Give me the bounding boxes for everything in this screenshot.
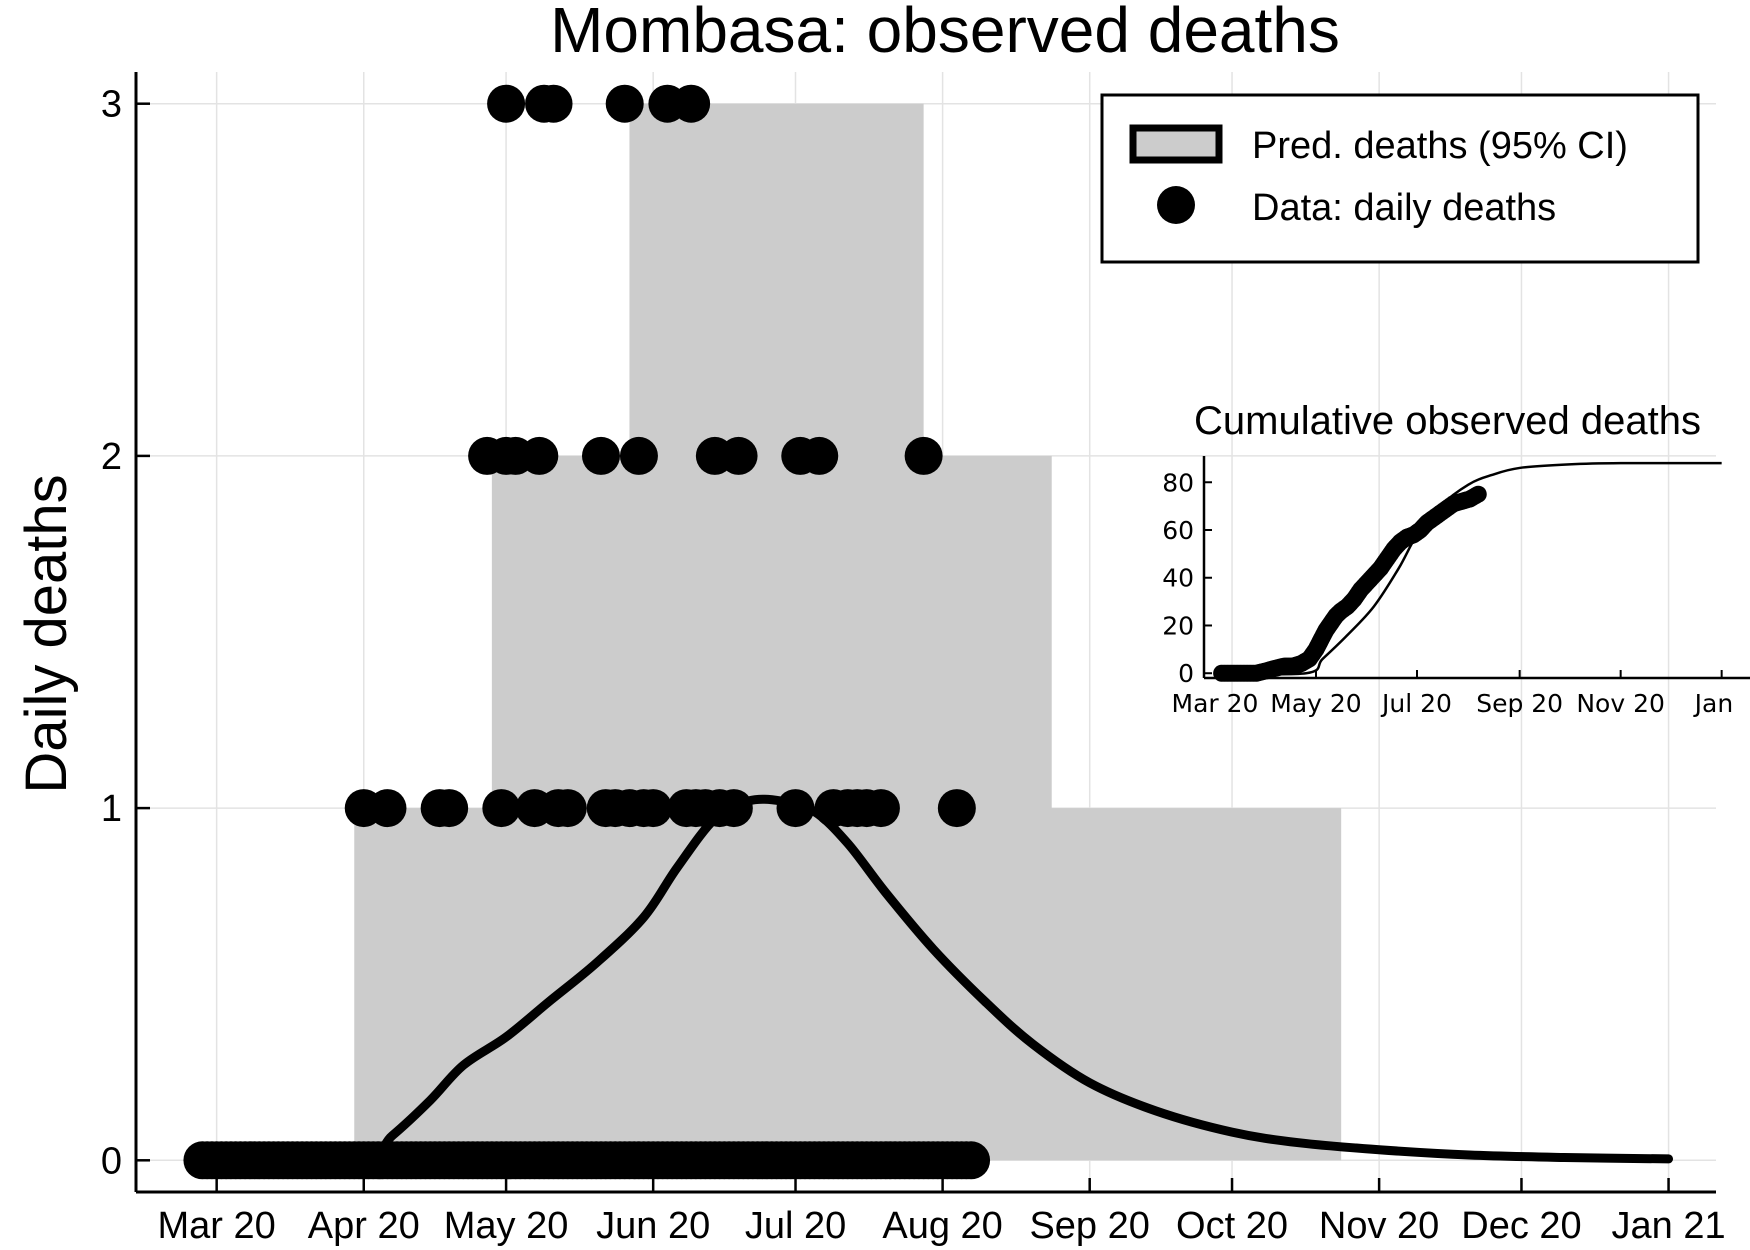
inset-axes — [1202, 456, 1750, 680]
legend-band-swatch — [1129, 124, 1223, 164]
main-plot: Mar 20 Apr 20 May 20 Jun 20 Jul 20 Aug 20 Sep … — [101, 72, 1726, 1247]
inset-y-tick-label: 0 — [1178, 659, 1194, 688]
inset-y-tick-label: 60 — [1162, 516, 1194, 545]
y-axis-label: Daily deaths — [14, 474, 79, 793]
data-point — [714, 789, 753, 828]
x-tick-label: Jun 20 — [596, 1205, 710, 1247]
y-tick-labels: 0 1 2 3 — [101, 84, 122, 1183]
y-tick-label: 1 — [101, 788, 122, 830]
inset-x-tick-label: Jan — [1693, 689, 1734, 718]
data-point — [534, 84, 573, 123]
axes — [134, 72, 1716, 1194]
inset-x-tick-label: Mar 20 — [1172, 689, 1259, 718]
prediction-band — [354, 103, 1342, 1161]
inset-x-tick-label: Sep 20 — [1476, 689, 1563, 718]
data-point — [904, 436, 943, 475]
x-tick-label: Apr 20 — [308, 1205, 420, 1247]
inset-y-tick-label: 40 — [1162, 564, 1194, 593]
data-point — [548, 789, 587, 828]
inset-y-tick-label: 80 — [1162, 468, 1194, 497]
data-point — [672, 84, 711, 123]
legend-box — [1100, 93, 1700, 264]
data-point — [482, 789, 521, 828]
legend-marker-swatch — [1157, 186, 1195, 224]
data-point — [619, 436, 658, 475]
inset-chart: Cumulative observed deaths Mar 20 May 20 J… — [1162, 399, 1750, 718]
inset-x-tick-label: May 20 — [1270, 689, 1361, 718]
data-point — [952, 1141, 991, 1180]
inset-title: Cumulative observed deaths — [1194, 399, 1701, 443]
x-tick-labels: Mar 20 Apr 20 May 20 Jun 20 Jul 20 Aug 20 Sep … — [158, 1205, 1726, 1247]
data-point — [800, 436, 839, 475]
chart-title: Mombasa: observed deaths — [550, 0, 1340, 66]
inset-y-tick-labels: 0 20 40 60 80 — [1162, 468, 1194, 688]
legend-label-band: Pred. deaths (95% CI) — [1252, 125, 1628, 167]
legend-label-data: Data: daily deaths — [1252, 187, 1556, 229]
legend: Pred. deaths (95% CI) Data: daily deaths — [1100, 93, 1700, 264]
x-tick-label: Oct 20 — [1176, 1205, 1288, 1247]
inset-x-tick-label: Nov 20 — [1576, 689, 1665, 718]
data-point — [430, 789, 469, 828]
inset-y-tick-label: 20 — [1162, 611, 1194, 640]
data-point — [861, 789, 900, 828]
data-point — [581, 436, 620, 475]
inset-x-tick-labels: Mar 20 May 20 Jul 20 Sep 20 Nov 20 Jan — [1172, 689, 1734, 718]
inset-data-point — [1469, 485, 1487, 503]
ci-band — [354, 103, 1342, 1161]
x-tick-label: Jul 20 — [745, 1205, 846, 1247]
inset-data-points — [1213, 485, 1487, 682]
x-tick-label: Aug 20 — [882, 1205, 1002, 1247]
y-tick-label: 2 — [101, 436, 122, 478]
x-tick-label: May 20 — [444, 1205, 569, 1247]
x-tick-label: Nov 20 — [1319, 1205, 1439, 1247]
data-point — [937, 789, 976, 828]
y-tick-label: 3 — [101, 84, 122, 126]
y-tick-label: 0 — [101, 1140, 122, 1182]
data-point — [776, 789, 815, 828]
inset-x-tick-label: Jul 20 — [1380, 689, 1452, 718]
x-tick-label: Mar 20 — [158, 1205, 276, 1247]
data-point — [605, 84, 644, 123]
data-point — [719, 436, 758, 475]
x-tick-label: Dec 20 — [1461, 1205, 1581, 1247]
data-point — [368, 789, 407, 828]
x-tick-label: Sep 20 — [1029, 1205, 1149, 1247]
data-points — [183, 84, 991, 1180]
data-point — [520, 436, 559, 475]
x-tick-label: Jan 21 — [1612, 1205, 1726, 1247]
data-point — [634, 789, 673, 828]
data-point — [487, 84, 526, 123]
